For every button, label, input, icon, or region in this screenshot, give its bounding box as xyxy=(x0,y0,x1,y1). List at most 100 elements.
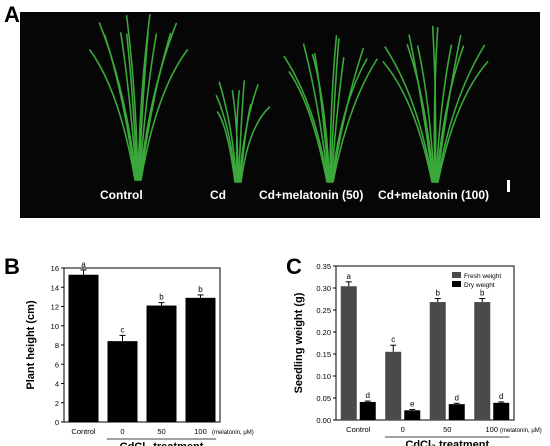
plant-leaf xyxy=(125,14,139,181)
significance-letter: b xyxy=(436,289,441,298)
y-tick-label: 0.05 xyxy=(316,394,331,403)
significance-letter: d xyxy=(455,393,459,402)
bar xyxy=(493,402,510,420)
x-tick-label: 100 xyxy=(485,425,498,434)
plant-leaf xyxy=(283,55,329,183)
y-tick-label: 16 xyxy=(51,264,59,273)
y-tick-label: 0.20 xyxy=(316,328,331,337)
plant-leaf xyxy=(329,38,340,183)
bar xyxy=(185,297,216,422)
y-tick-label: 10 xyxy=(51,322,59,331)
y-tick-label: 0 xyxy=(55,418,59,427)
plot-frame xyxy=(335,265,515,421)
panel-b-letter: B xyxy=(4,254,20,279)
y-tick-label: 6 xyxy=(55,360,59,369)
plant-clump xyxy=(215,80,271,183)
plant-leaf xyxy=(98,22,137,181)
plant-leaf xyxy=(329,35,338,183)
significance-letter: d xyxy=(499,392,503,401)
significance-letter: b xyxy=(198,285,203,294)
plant-leaf xyxy=(314,52,330,183)
bar xyxy=(340,286,357,420)
unit-note: (melatonin, μM) xyxy=(500,428,542,434)
plant-photo-drawing xyxy=(89,13,489,183)
x-tick-label: 50 xyxy=(443,425,451,434)
bar xyxy=(359,401,376,420)
y-tick-label: 14 xyxy=(51,283,59,292)
plant-leaf xyxy=(382,61,433,183)
y-tick-label: 0.35 xyxy=(316,262,331,271)
plant-leaf xyxy=(138,33,158,181)
photo-label-cd: Cd xyxy=(210,188,226,202)
plant-leaf xyxy=(437,61,489,183)
x-tick-label: Control xyxy=(346,425,371,434)
significance-letter: c xyxy=(391,335,395,344)
significance-letter: a xyxy=(81,260,86,269)
panel-c-letter: C xyxy=(286,254,302,279)
y-tick-label: 0.10 xyxy=(316,372,331,381)
plant-leaf xyxy=(288,71,328,183)
plant-leaf xyxy=(416,45,435,183)
plant-leaf xyxy=(218,81,238,183)
y-tick-label: 12 xyxy=(51,303,59,312)
plant-leaf xyxy=(408,34,434,183)
photo-label-cd-melatonin-100: Cd+melatonin (100) xyxy=(378,188,490,202)
plant-leaf xyxy=(302,43,329,183)
legend-label: Fresh weight xyxy=(464,273,501,280)
y-tick-label: 4 xyxy=(55,380,59,389)
significance-letter: c xyxy=(121,325,125,334)
plant-leaf xyxy=(140,49,189,181)
plant-leaf xyxy=(89,49,136,181)
y-tick-label: 0.30 xyxy=(316,284,331,293)
bar xyxy=(385,351,402,420)
legend-swatch xyxy=(452,281,461,287)
plant-leaf xyxy=(138,32,149,181)
plant-clump xyxy=(283,35,378,183)
unit-note: (melatonin, μM) xyxy=(212,430,254,436)
x-tick-label: 50 xyxy=(157,427,165,436)
plant-leaf xyxy=(239,104,252,183)
y-axis-title: Seedling weight (g) xyxy=(293,292,305,393)
x-axis-title: CdCl₂ treatment xyxy=(405,439,489,446)
x-tick-label: 0 xyxy=(401,425,405,434)
plant-leaf xyxy=(331,48,364,183)
significance-letter: b xyxy=(159,293,164,302)
plant-leaf xyxy=(436,34,462,183)
plant-leaf xyxy=(125,33,138,181)
plant-leaf xyxy=(406,44,435,183)
plant-leaf xyxy=(311,53,331,183)
x-tick-label: 100 xyxy=(194,427,207,436)
seedling-weight-chart: 0.00 0.05 0.10 0.15 0.20 0.25 0.30 0.35 Seedling… xyxy=(293,262,542,446)
plant-leaf xyxy=(436,44,486,183)
legend-swatch xyxy=(452,272,461,278)
bar xyxy=(474,302,491,420)
x-axis-title: CdCl₂ treatment xyxy=(120,441,204,446)
photo-label-control: Control xyxy=(100,188,143,202)
plant-leaf xyxy=(215,94,237,183)
plant-leaf xyxy=(435,44,453,183)
x-tick-label: 0 xyxy=(120,427,124,436)
plant-leaf xyxy=(120,32,138,181)
plant-leaf xyxy=(237,80,246,183)
bar xyxy=(146,305,177,422)
bar xyxy=(68,274,99,422)
significance-letter: d xyxy=(366,391,370,400)
y-tick-label: 0.00 xyxy=(316,416,331,425)
plant-leaf xyxy=(216,111,236,183)
plant-clump xyxy=(382,25,489,183)
plant-leaf xyxy=(231,89,239,183)
photo-label-cd-melatonin-50: Cd+melatonin (50) xyxy=(259,188,364,202)
x-tick-label: Control xyxy=(71,427,96,436)
panel-a: A Control Cd Cd+melatonin (50) Cd+melato… xyxy=(4,2,540,218)
plant-height-chart: 0 2 4 6 8 10 12 14 16 Plant height (cm) Control a 0 c… xyxy=(25,260,254,446)
bar xyxy=(404,410,421,420)
plant-leaf xyxy=(330,57,345,183)
significance-letter: e xyxy=(410,399,415,408)
plant-leaf xyxy=(139,22,178,181)
significance-letter: a xyxy=(347,272,352,281)
plant-leaf xyxy=(240,106,271,183)
bar xyxy=(429,302,446,420)
y-axis-title: Plant height (cm) xyxy=(25,300,37,390)
plant-clump xyxy=(89,13,189,181)
bar xyxy=(107,341,138,422)
